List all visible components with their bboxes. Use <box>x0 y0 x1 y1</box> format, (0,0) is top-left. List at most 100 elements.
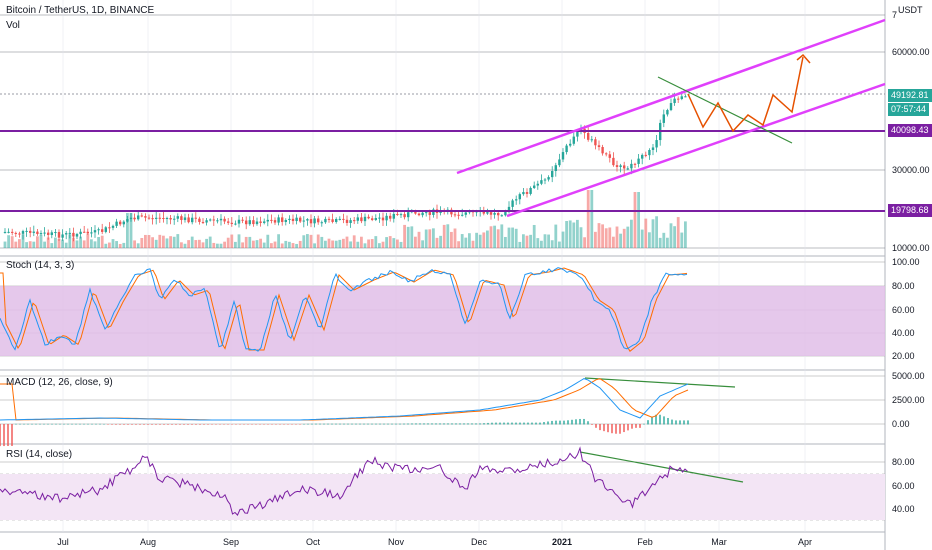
candle-body <box>677 98 680 100</box>
axes: 60000.00 30000.00 10000.00 7 100.00 80.00 60.0… <box>57 10 929 547</box>
vol-label[interactable]: Vol <box>6 20 20 31</box>
stoch-label[interactable]: Stoch (14, 3, 3) <box>6 260 75 271</box>
macd-line <box>0 378 689 421</box>
x-axis-label: Nov <box>388 537 405 547</box>
macd-histogram-bar <box>155 424 157 425</box>
x-axis-label: Aug <box>140 537 156 547</box>
macd-histogram-bar <box>231 424 233 425</box>
volume-bar <box>266 234 270 248</box>
volume-bar <box>248 236 252 248</box>
macd-histogram-bar <box>523 422 525 425</box>
candle-body <box>407 212 410 218</box>
candle-body <box>651 147 655 150</box>
volume-bar <box>190 236 194 248</box>
volume-bar <box>475 232 478 248</box>
channel-upper-line <box>456 18 886 175</box>
candle-body <box>252 220 255 225</box>
macd-histogram-bar <box>519 422 521 425</box>
volume-bar <box>666 237 669 248</box>
candle-body <box>360 217 363 222</box>
candle-body <box>551 171 554 178</box>
candle-body <box>547 177 550 180</box>
macd-histogram-bar <box>471 423 473 425</box>
candle-body <box>11 231 14 233</box>
macd-histogram-bar <box>431 423 433 425</box>
macd-histogram-bar <box>51 423 53 425</box>
candle-body <box>155 217 158 219</box>
candle-body <box>464 212 467 215</box>
volume-bar <box>133 240 136 248</box>
rsi-label[interactable]: RSI (14, close) <box>6 449 73 460</box>
macd-histogram-bar <box>259 424 261 425</box>
macd-histogram-bar <box>627 424 629 431</box>
candle-body <box>32 231 35 233</box>
volume-bar <box>565 221 568 248</box>
macd-histogram-bar <box>7 424 9 447</box>
macd-histogram-bar <box>543 422 545 425</box>
macd-histogram-bar <box>671 419 673 425</box>
volume-bar <box>442 224 446 248</box>
candle-body <box>75 234 79 237</box>
candle-body <box>417 213 421 216</box>
volume-bar <box>61 239 64 248</box>
candle-body <box>101 229 104 232</box>
volume-bar <box>345 236 349 248</box>
volume-bar <box>284 240 288 248</box>
candle-body <box>367 216 370 219</box>
candle-body <box>403 214 406 218</box>
volume-bar <box>360 236 363 248</box>
macd-histogram-bar <box>395 423 397 425</box>
macd-histogram-bar <box>443 423 445 425</box>
volume-bar <box>334 240 338 248</box>
macd-histogram-bar <box>463 423 465 425</box>
price-tick-label: 10000.00 <box>892 243 930 253</box>
candle-body <box>137 215 140 220</box>
candle-body <box>374 217 377 220</box>
candle-body <box>399 214 403 216</box>
projection-path <box>687 56 804 133</box>
macd-histogram-bar <box>227 424 229 425</box>
macd-histogram-bar <box>435 423 437 425</box>
candle-body <box>371 218 374 220</box>
macd-histogram-bar <box>63 423 65 425</box>
candle-body <box>57 232 61 238</box>
volume-bar <box>511 227 514 248</box>
candle-body <box>212 219 215 221</box>
macd-histogram-bar <box>539 422 541 425</box>
candle-body <box>511 200 514 207</box>
macd-tick-label: 5000.00 <box>892 371 925 381</box>
symbol-title[interactable]: Bitcoin / TetherUS, 1D, BINANCE <box>6 5 155 16</box>
candle-body <box>680 96 683 100</box>
volume-bar <box>507 227 511 248</box>
volume-bar <box>331 240 334 248</box>
volume-bar <box>313 243 316 248</box>
volume-bar <box>324 240 327 248</box>
chart-drawings[interactable] <box>0 18 886 483</box>
candle-body <box>392 213 395 219</box>
candle-body <box>540 180 543 184</box>
volume-bar <box>18 239 21 248</box>
volume-bar <box>39 234 43 248</box>
macd-histogram-bar <box>23 423 25 425</box>
candle-body <box>97 229 100 231</box>
candle-body <box>450 209 453 215</box>
macd-histogram-bar <box>163 424 165 425</box>
volume-bar <box>597 223 601 248</box>
candle-body <box>522 192 525 195</box>
volume-bar <box>97 237 100 248</box>
candle-body <box>299 217 302 222</box>
volume-bar <box>352 235 356 248</box>
macd-label[interactable]: MACD (12, 26, close, 9) <box>6 377 113 388</box>
candle-body <box>504 212 507 216</box>
volume-bar <box>158 234 162 248</box>
volume-bar <box>309 234 313 248</box>
macd-histogram-bar <box>183 424 185 425</box>
candle-body <box>7 231 10 233</box>
candle-body <box>482 210 485 214</box>
macd-histogram-bar <box>679 420 681 425</box>
candle-body <box>245 220 248 225</box>
macd-histogram-bar <box>255 424 257 425</box>
candle-body <box>209 219 212 221</box>
macd-histogram-bar <box>283 424 285 425</box>
